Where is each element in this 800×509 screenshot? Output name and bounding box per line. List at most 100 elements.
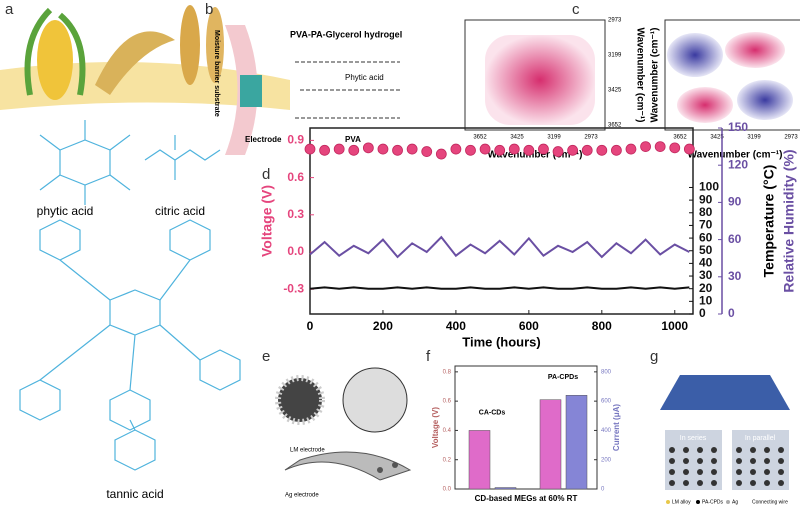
y2-tick-label: 60 (699, 230, 713, 244)
y-tick-label: 0.4 (443, 428, 452, 434)
tick-label: 2973 (584, 135, 598, 141)
voltage-point (421, 146, 433, 157)
voltage-point (362, 142, 374, 154)
legend-swatch (696, 500, 700, 504)
y-tick-label: -0.3 (283, 281, 304, 295)
y3-tick-label: 60 (728, 232, 742, 246)
axis-label: Wavenumber (cm⁻¹) (634, 28, 645, 123)
dot (750, 458, 756, 464)
y2-tick-label: 70 (699, 218, 713, 232)
dot (697, 480, 703, 486)
label: In series (680, 435, 707, 442)
label: Phytic acid (345, 73, 384, 82)
dot (736, 458, 742, 464)
y3-tick-label: 120 (728, 157, 748, 171)
x-tick-label: 800 (592, 319, 612, 333)
voltage-point (406, 143, 418, 155)
tick-label: 3425 (510, 135, 524, 141)
y2-tick-label: 400 (601, 428, 612, 434)
y2-tick-label: 0 (699, 306, 706, 320)
panel-label: c (572, 1, 580, 18)
tannic-structure (19, 219, 241, 471)
plot-frame (309, 127, 694, 315)
hydrogel-illustration (225, 25, 400, 155)
voltage-point (479, 143, 491, 155)
voltage-point (611, 144, 622, 156)
y3-tick-label: 150 (728, 120, 748, 134)
plot-frame (454, 365, 598, 490)
dot (736, 447, 742, 453)
voltage-point (392, 144, 403, 156)
contour (485, 35, 595, 125)
voltage-point (465, 144, 476, 156)
dot (750, 469, 756, 475)
panel-label: a (5, 1, 14, 18)
dot (697, 469, 703, 475)
voltage-point (450, 143, 462, 155)
tick-label: 3652 (608, 123, 622, 129)
y-tick-label: 0.6 (443, 399, 452, 405)
label: Moisture barrier substrate (213, 30, 220, 117)
dot (764, 469, 770, 475)
x-tick-label: 600 (519, 319, 539, 333)
dot (778, 447, 784, 453)
y3-tick-label: 0 (728, 306, 735, 320)
x-axis-label: Time (hours) (462, 334, 541, 349)
series-line (309, 235, 690, 259)
voltage-point (333, 143, 345, 155)
voltage-point (669, 142, 681, 154)
dot (697, 447, 703, 453)
dot (669, 469, 675, 475)
x-tick-label: 1000 (661, 319, 688, 333)
voltage-point (552, 146, 564, 157)
tick-label: 3425 (608, 88, 622, 94)
label: PVA-PA-Glycerol hydrogel (290, 29, 402, 39)
bar (468, 430, 491, 490)
dot (711, 458, 717, 464)
dot (669, 458, 675, 464)
tick-label: 3199 (547, 135, 561, 141)
compound-name: phytic acid (37, 204, 94, 218)
tick-label: 2973 (784, 135, 798, 141)
bar (494, 487, 517, 490)
dot (669, 447, 675, 453)
dot (711, 480, 717, 486)
legend-entry: PA-CPDs (702, 499, 724, 505)
label: LM electrode (290, 448, 325, 454)
y2-tick-label: 20 (699, 281, 713, 295)
contour (737, 80, 793, 120)
y-tick-label: 0.2 (443, 457, 452, 463)
dot (683, 480, 689, 486)
legend-swatch (726, 500, 730, 504)
label: Electrode (245, 135, 282, 144)
dot (736, 480, 742, 486)
y3-axis-label: Relative Humidity (%) (781, 149, 797, 292)
dot (764, 480, 770, 486)
label: Ag electrode (285, 493, 319, 499)
dot (750, 447, 756, 453)
dot (736, 469, 742, 475)
voltage-point (348, 144, 360, 156)
axis-label: Wavenumber (cm⁻¹) (488, 150, 583, 161)
y-tick-label: 0.8 (443, 369, 452, 375)
cpd-illustration (275, 367, 412, 481)
voltage-point (319, 144, 330, 156)
dot (683, 469, 689, 475)
contour (677, 87, 733, 123)
voltage-point (654, 141, 666, 153)
voltage-point (523, 144, 535, 156)
citric-structure (144, 135, 221, 180)
y-tick-label: 0.6 (287, 170, 304, 184)
bar (539, 399, 562, 490)
y2-tick-label: 800 (601, 369, 612, 375)
category-label: CA-CDs (479, 409, 506, 416)
tick-label: 3425 (710, 135, 724, 141)
dot (750, 480, 756, 486)
x-axis-label: CD-based MEGs at 60% RT (475, 494, 578, 503)
panel-label: f (426, 348, 431, 365)
y-axis-label: Voltage (V) (431, 407, 440, 449)
dot (778, 458, 784, 464)
y2-tick-label: 50 (699, 243, 713, 257)
y2-tick-label: 80 (699, 205, 713, 219)
